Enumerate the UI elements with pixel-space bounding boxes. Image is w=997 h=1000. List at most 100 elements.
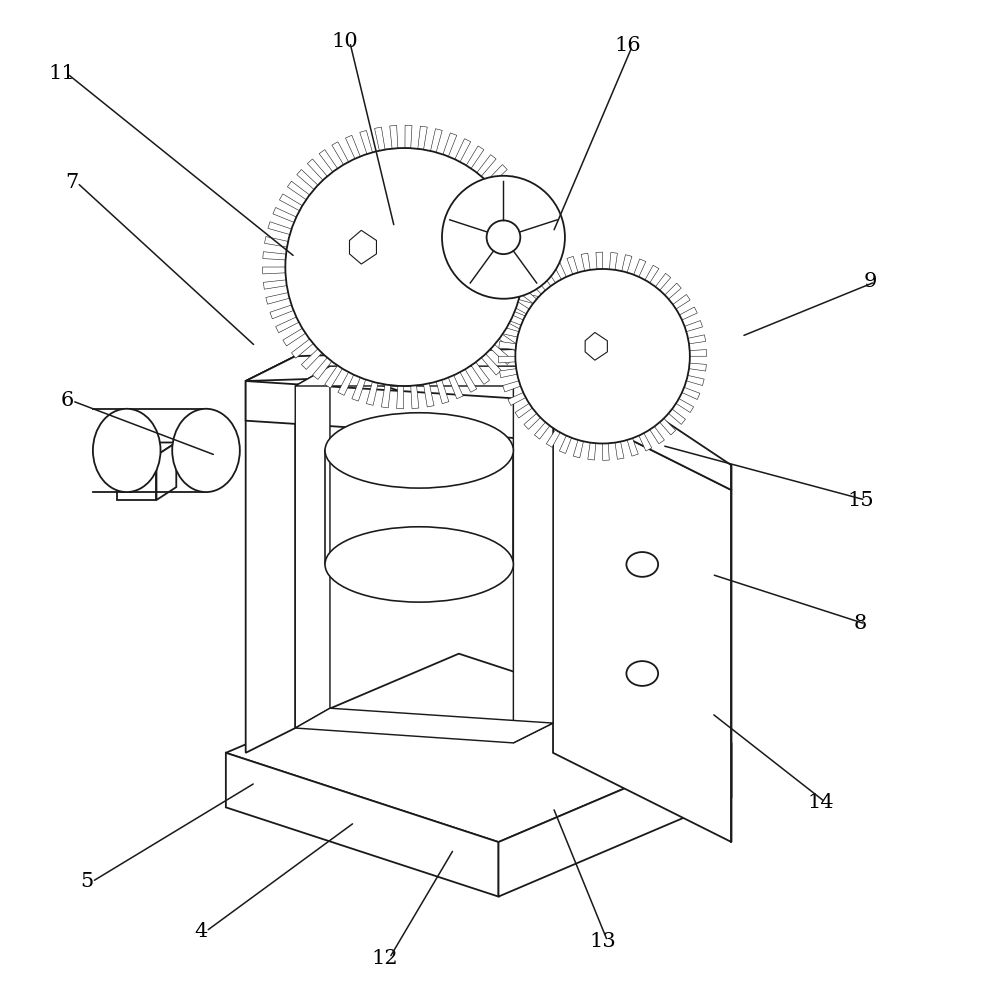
Polygon shape <box>418 126 428 150</box>
Polygon shape <box>405 125 412 148</box>
Polygon shape <box>226 753 499 897</box>
Polygon shape <box>502 381 520 392</box>
Polygon shape <box>673 294 690 309</box>
Text: 11: 11 <box>49 64 76 83</box>
Polygon shape <box>689 363 707 371</box>
Polygon shape <box>498 356 515 363</box>
Polygon shape <box>559 436 571 454</box>
Polygon shape <box>546 430 560 447</box>
Polygon shape <box>157 442 176 500</box>
Ellipse shape <box>626 552 658 577</box>
Polygon shape <box>352 378 366 401</box>
Polygon shape <box>312 358 332 379</box>
Text: 6: 6 <box>61 391 74 410</box>
Polygon shape <box>487 165 507 185</box>
Polygon shape <box>411 385 419 409</box>
Polygon shape <box>519 230 542 241</box>
Polygon shape <box>511 300 529 314</box>
Polygon shape <box>553 262 566 279</box>
Polygon shape <box>501 327 518 337</box>
Polygon shape <box>498 341 516 349</box>
Polygon shape <box>639 433 652 451</box>
Polygon shape <box>503 188 525 206</box>
Polygon shape <box>471 362 490 384</box>
Polygon shape <box>287 181 310 200</box>
Polygon shape <box>275 317 299 333</box>
Polygon shape <box>375 127 385 151</box>
Text: 5: 5 <box>81 872 94 891</box>
Polygon shape <box>622 255 632 273</box>
Polygon shape <box>319 150 338 172</box>
Polygon shape <box>690 350 707 356</box>
Text: 10: 10 <box>331 32 358 51</box>
Circle shape <box>285 148 523 386</box>
Text: 16: 16 <box>614 36 641 55</box>
Polygon shape <box>509 201 533 217</box>
Polygon shape <box>567 256 578 274</box>
Polygon shape <box>325 365 342 388</box>
Polygon shape <box>382 384 391 408</box>
Polygon shape <box>350 230 377 264</box>
Text: 13: 13 <box>589 932 616 951</box>
Polygon shape <box>268 222 291 235</box>
Polygon shape <box>226 654 732 842</box>
Polygon shape <box>521 245 545 254</box>
Polygon shape <box>366 382 378 405</box>
Polygon shape <box>553 401 732 842</box>
Polygon shape <box>602 443 609 460</box>
Polygon shape <box>397 386 404 409</box>
Polygon shape <box>295 366 330 728</box>
Polygon shape <box>245 381 553 441</box>
Text: 4: 4 <box>194 922 207 941</box>
Polygon shape <box>449 375 464 399</box>
Polygon shape <box>515 215 538 229</box>
Polygon shape <box>669 409 686 424</box>
Polygon shape <box>585 332 607 360</box>
Text: 9: 9 <box>863 272 877 291</box>
Polygon shape <box>245 346 597 381</box>
Polygon shape <box>529 278 545 294</box>
Polygon shape <box>482 354 501 375</box>
Polygon shape <box>627 438 638 456</box>
Polygon shape <box>609 252 617 270</box>
Polygon shape <box>499 369 517 378</box>
Polygon shape <box>263 252 286 260</box>
Ellipse shape <box>93 409 161 492</box>
Polygon shape <box>650 426 664 444</box>
Polygon shape <box>467 146 484 169</box>
Polygon shape <box>307 159 327 180</box>
Text: 15: 15 <box>847 490 873 510</box>
Polygon shape <box>431 129 443 152</box>
Polygon shape <box>615 442 624 459</box>
Polygon shape <box>540 269 555 286</box>
Polygon shape <box>499 334 521 353</box>
Polygon shape <box>295 708 553 743</box>
Polygon shape <box>682 387 700 399</box>
Polygon shape <box>273 207 296 222</box>
Polygon shape <box>424 383 434 407</box>
Polygon shape <box>279 194 302 211</box>
Text: 7: 7 <box>66 173 79 192</box>
Polygon shape <box>660 418 676 435</box>
Polygon shape <box>245 356 400 416</box>
Polygon shape <box>455 139 471 162</box>
Polygon shape <box>645 265 659 283</box>
Polygon shape <box>291 339 313 358</box>
Polygon shape <box>665 283 681 299</box>
Polygon shape <box>301 349 322 369</box>
Polygon shape <box>496 176 517 195</box>
Polygon shape <box>512 312 535 327</box>
Polygon shape <box>245 356 295 753</box>
Polygon shape <box>515 403 532 418</box>
Polygon shape <box>477 155 497 176</box>
Polygon shape <box>460 369 477 392</box>
Polygon shape <box>596 252 602 269</box>
Polygon shape <box>513 366 553 743</box>
Polygon shape <box>553 376 732 490</box>
Circle shape <box>515 269 690 443</box>
Polygon shape <box>338 372 354 395</box>
Polygon shape <box>680 307 697 320</box>
Polygon shape <box>676 399 694 413</box>
Polygon shape <box>506 323 529 340</box>
Polygon shape <box>522 274 545 282</box>
